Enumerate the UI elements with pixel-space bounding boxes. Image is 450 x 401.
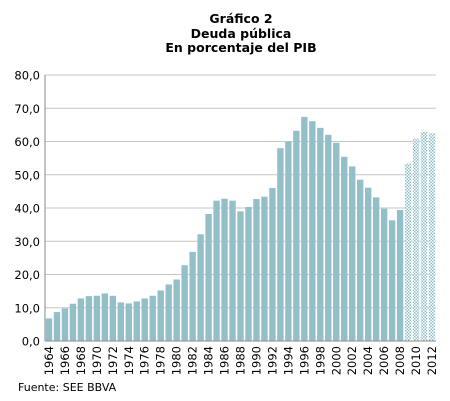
bar-1985 (213, 200, 220, 341)
bar-2004 (364, 187, 372, 341)
bar-2009 (404, 163, 412, 341)
x-tick-labels: 1964 1966 1968 1970 1972 1974 1976 1978 1980 1982… (42, 346, 439, 375)
bar-1992 (269, 188, 276, 341)
x-tick-label: 1998 (313, 346, 327, 375)
x-tick-label: 1972 (106, 346, 120, 375)
x-tick-label: 1990 (249, 346, 263, 375)
y-tick-label: 80,0 (14, 69, 40, 83)
x-tick-label: 2000 (329, 346, 343, 375)
x-tick-label: 1978 (154, 346, 168, 375)
y-tick-label: 30,0 (14, 235, 40, 249)
chart-subtitle-2: En porcentaje del PIB (165, 40, 317, 55)
chart-subtitle-1: Deuda pública (190, 25, 292, 41)
bar-1998 (317, 127, 324, 342)
bar-2002 (349, 166, 356, 341)
chart-title-block: Gráfico 2 Deuda pública En porcentaje de… (0, 11, 450, 56)
x-tick-label: 2008 (393, 346, 407, 375)
bar-2003 (357, 179, 364, 341)
bar-1982 (189, 251, 196, 341)
chart-title: Gráfico 2 (209, 11, 273, 26)
bar-2000 (333, 142, 340, 341)
bar-1994 (285, 141, 292, 341)
y-tick-label: 40,0 (14, 202, 40, 216)
bar-1971 (101, 293, 109, 341)
bar-1967 (69, 303, 77, 341)
bar-1989 (245, 207, 252, 341)
bar-1973 (117, 302, 124, 341)
bar-1975 (133, 301, 140, 341)
bar-1964 (45, 318, 53, 341)
bar-1976 (141, 298, 148, 341)
bar-1966 (61, 308, 69, 341)
bar-2007 (388, 220, 396, 341)
axes (44, 75, 436, 342)
x-tick-label: 1976 (138, 346, 152, 375)
x-tick-label: 2012 (425, 346, 439, 375)
bar-1996 (301, 116, 308, 342)
x-tick-label: 1970 (90, 346, 104, 375)
x-tick-label: 1982 (186, 346, 200, 375)
bar-1980 (173, 279, 180, 341)
bar-1974 (125, 303, 132, 341)
bar-1990 (253, 199, 260, 341)
bar-1988 (237, 211, 244, 341)
x-tick-label: 1966 (58, 346, 72, 375)
bar-2005 (372, 197, 380, 341)
y-tick-labels: 0,0 10,0 20,0 30,0 40,0 50,0 60,0 70,0 80,0 (14, 69, 40, 349)
bar-1970 (93, 295, 101, 341)
bar-2008 (396, 209, 404, 341)
bar-1991 (261, 196, 268, 341)
x-tick-label: 1968 (74, 346, 88, 375)
bar-1978 (157, 290, 164, 341)
bar-1979 (165, 284, 172, 341)
bar-1965 (53, 312, 61, 341)
bar-2011 (420, 131, 428, 341)
bar-2001 (341, 156, 348, 341)
bar-2006 (380, 208, 388, 341)
y-tick-label: 0,0 (22, 335, 40, 349)
bar-1983 (197, 234, 204, 341)
bar-1995 (293, 130, 300, 341)
bar-1968 (77, 298, 85, 341)
x-tick-label: 2004 (361, 346, 375, 375)
x-tick-label: 1980 (170, 346, 184, 375)
bar-2010 (412, 138, 420, 341)
y-tick-label: 20,0 (14, 268, 40, 282)
x-tick-label: 1964 (42, 346, 56, 375)
bar-1997 (309, 121, 316, 341)
source-note: Fuente: SEE BBVA (18, 381, 117, 394)
bar-1969 (85, 296, 93, 341)
y-tick-label: 60,0 (14, 135, 40, 149)
bar-1987 (229, 200, 236, 341)
bar-1981 (181, 265, 188, 341)
bar-1977 (149, 295, 156, 341)
bar-1993 (277, 148, 284, 341)
bar-1984 (205, 213, 212, 341)
x-tick-label: 2002 (345, 346, 359, 375)
x-tick-label: 1992 (265, 346, 279, 375)
y-tick-label: 70,0 (14, 102, 40, 116)
bar-1986 (221, 198, 228, 341)
x-tick-label: 2006 (377, 346, 391, 375)
bar-2012 (428, 133, 436, 341)
x-tick-label: 1986 (218, 346, 232, 375)
x-tick-label: 1988 (234, 346, 248, 375)
bars (45, 116, 436, 342)
x-tick-label: 1994 (281, 346, 295, 375)
bar-1972 (109, 295, 117, 341)
x-tick-label: 2010 (409, 346, 423, 375)
y-tick-label: 50,0 (14, 168, 40, 182)
x-tick-label: 1974 (122, 346, 136, 375)
bar-1999 (325, 134, 332, 341)
y-tick-label: 10,0 (14, 301, 40, 315)
x-tick-label: 1996 (297, 346, 311, 375)
x-tick-label: 1984 (202, 346, 216, 375)
